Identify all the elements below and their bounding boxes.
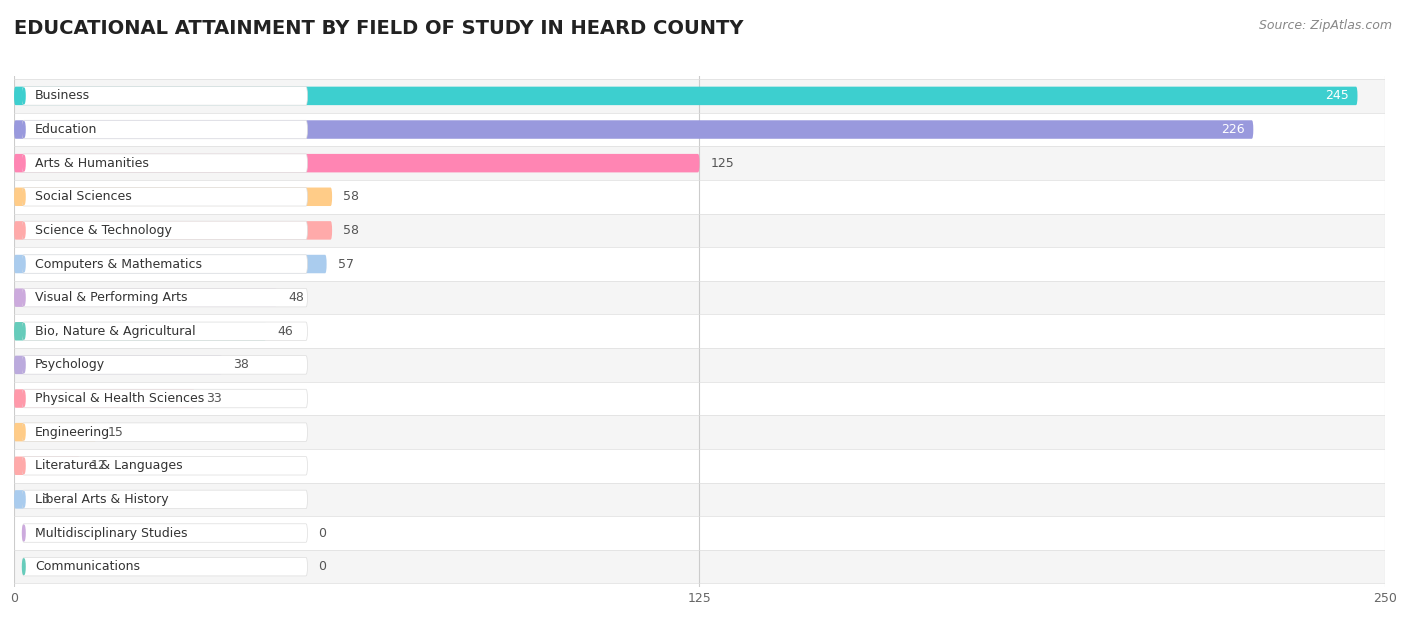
Circle shape (22, 324, 25, 339)
Circle shape (22, 357, 25, 373)
FancyBboxPatch shape (22, 389, 308, 408)
FancyBboxPatch shape (22, 187, 308, 206)
Circle shape (22, 492, 25, 507)
FancyBboxPatch shape (22, 121, 308, 139)
Text: 0: 0 (318, 526, 326, 540)
FancyBboxPatch shape (22, 86, 308, 105)
Circle shape (22, 88, 25, 103)
Circle shape (22, 223, 25, 239)
Text: EDUCATIONAL ATTAINMENT BY FIELD OF STUDY IN HEARD COUNTY: EDUCATIONAL ATTAINMENT BY FIELD OF STUDY… (14, 19, 744, 38)
FancyBboxPatch shape (14, 79, 1385, 113)
Text: 46: 46 (277, 325, 292, 338)
FancyBboxPatch shape (22, 322, 308, 341)
Text: Education: Education (35, 123, 97, 136)
FancyBboxPatch shape (22, 288, 308, 307)
FancyBboxPatch shape (14, 449, 1385, 483)
FancyBboxPatch shape (22, 255, 308, 273)
Text: Psychology: Psychology (35, 358, 105, 372)
Circle shape (22, 391, 25, 406)
Text: 125: 125 (710, 156, 734, 170)
FancyBboxPatch shape (14, 247, 1385, 281)
Text: 57: 57 (337, 257, 353, 271)
FancyBboxPatch shape (14, 154, 700, 172)
FancyBboxPatch shape (14, 314, 1385, 348)
Circle shape (22, 256, 25, 272)
FancyBboxPatch shape (14, 356, 222, 374)
FancyBboxPatch shape (14, 382, 1385, 415)
Text: 12: 12 (91, 459, 107, 472)
FancyBboxPatch shape (14, 483, 1385, 516)
FancyBboxPatch shape (22, 221, 308, 240)
Circle shape (22, 525, 25, 541)
FancyBboxPatch shape (22, 457, 308, 475)
FancyBboxPatch shape (14, 180, 1385, 213)
Circle shape (22, 155, 25, 171)
FancyBboxPatch shape (14, 423, 96, 442)
FancyBboxPatch shape (22, 356, 308, 374)
Text: 226: 226 (1222, 123, 1246, 136)
FancyBboxPatch shape (14, 490, 31, 509)
Text: 245: 245 (1326, 90, 1350, 102)
Text: Visual & Performing Arts: Visual & Performing Arts (35, 291, 187, 304)
Circle shape (22, 559, 25, 574)
Text: 33: 33 (207, 392, 222, 405)
FancyBboxPatch shape (14, 322, 266, 341)
FancyBboxPatch shape (14, 86, 1358, 105)
FancyBboxPatch shape (22, 557, 308, 576)
FancyBboxPatch shape (14, 187, 332, 206)
Circle shape (22, 122, 25, 138)
Text: Communications: Communications (35, 560, 139, 573)
FancyBboxPatch shape (22, 154, 308, 172)
FancyBboxPatch shape (22, 423, 308, 442)
Text: Computers & Mathematics: Computers & Mathematics (35, 257, 201, 271)
FancyBboxPatch shape (14, 121, 1253, 139)
FancyBboxPatch shape (14, 415, 1385, 449)
Text: Business: Business (35, 90, 90, 102)
FancyBboxPatch shape (14, 281, 1385, 314)
FancyBboxPatch shape (14, 255, 326, 273)
Text: Liberal Arts & History: Liberal Arts & History (35, 493, 169, 506)
Text: 15: 15 (107, 426, 124, 439)
Text: 58: 58 (343, 191, 359, 203)
FancyBboxPatch shape (14, 348, 1385, 382)
Circle shape (22, 424, 25, 440)
Text: 38: 38 (233, 358, 249, 372)
FancyBboxPatch shape (14, 550, 1385, 584)
FancyBboxPatch shape (14, 221, 332, 240)
Text: Literature & Languages: Literature & Languages (35, 459, 183, 472)
Circle shape (22, 290, 25, 305)
Text: 48: 48 (288, 291, 304, 304)
Text: Bio, Nature & Agricultural: Bio, Nature & Agricultural (35, 325, 195, 338)
Text: 0: 0 (318, 560, 326, 573)
Text: Source: ZipAtlas.com: Source: ZipAtlas.com (1258, 19, 1392, 32)
Text: Multidisciplinary Studies: Multidisciplinary Studies (35, 526, 187, 540)
Circle shape (22, 458, 25, 474)
FancyBboxPatch shape (14, 146, 1385, 180)
Text: Social Sciences: Social Sciences (35, 191, 132, 203)
Circle shape (22, 189, 25, 204)
Text: 3: 3 (42, 493, 49, 506)
FancyBboxPatch shape (14, 288, 277, 307)
FancyBboxPatch shape (14, 516, 1385, 550)
FancyBboxPatch shape (14, 213, 1385, 247)
Text: Science & Technology: Science & Technology (35, 224, 172, 237)
Text: 58: 58 (343, 224, 359, 237)
FancyBboxPatch shape (22, 490, 308, 509)
FancyBboxPatch shape (14, 113, 1385, 146)
Text: Physical & Health Sciences: Physical & Health Sciences (35, 392, 204, 405)
Text: Engineering: Engineering (35, 426, 110, 439)
FancyBboxPatch shape (14, 389, 195, 408)
FancyBboxPatch shape (14, 457, 80, 475)
FancyBboxPatch shape (22, 524, 308, 542)
Text: Arts & Humanities: Arts & Humanities (35, 156, 149, 170)
